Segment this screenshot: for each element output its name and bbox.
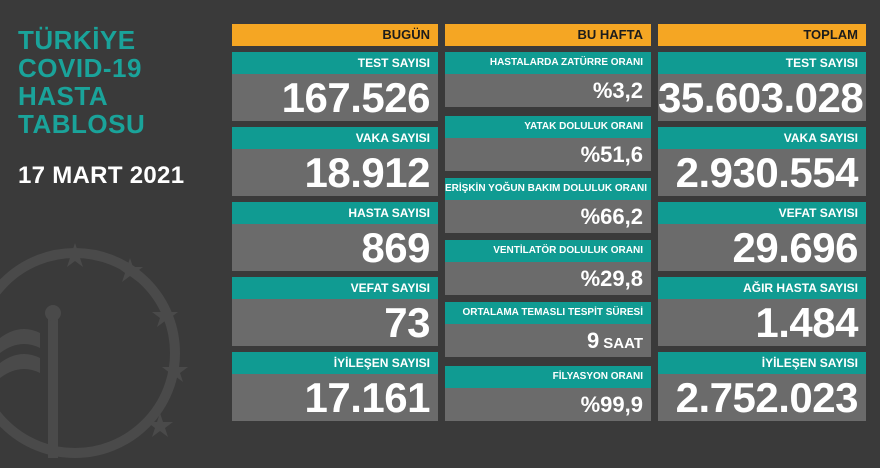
title-line-4: TABLOSU bbox=[18, 109, 146, 139]
today-recovered-value: 17.161 bbox=[232, 374, 438, 421]
week-pneumonia-value: %3,2 bbox=[445, 74, 651, 107]
total-recovered-card: İYİLEŞEN SAYISI 2.752.023 bbox=[658, 352, 866, 421]
week-ventilator-value: %29,8 bbox=[445, 262, 651, 295]
total-severe-card: AĞIR HASTA SAYISI 1.484 bbox=[658, 277, 866, 346]
total-case-label: VAKA SAYISI bbox=[658, 127, 866, 149]
week-bed-label: YATAK DOLULUK ORANI bbox=[445, 116, 651, 138]
today-patient-card: HASTA SAYISI 869 bbox=[232, 202, 438, 271]
today-case-value: 18.912 bbox=[232, 149, 438, 196]
ministry-of-health-emblem-icon bbox=[0, 243, 188, 458]
title-line-3: HASTA bbox=[18, 81, 109, 111]
week-contact-unit: SAAT bbox=[603, 335, 643, 352]
total-death-value: 29.696 bbox=[658, 224, 866, 271]
week-bed-card: YATAK DOLULUK ORANI %51,6 bbox=[445, 116, 651, 171]
week-contact-label: ORTALAMA TEMASLI TESPİT SÜRESİ bbox=[445, 302, 651, 324]
week-bed-number: %51,6 bbox=[580, 142, 643, 167]
week-pneumonia-label: HASTALARDA ZATÜRRE ORANI bbox=[445, 52, 651, 74]
total-case-card: VAKA SAYISI 2.930.554 bbox=[658, 127, 866, 196]
today-death-value: 73 bbox=[232, 299, 438, 346]
total-test-label: TEST SAYISI bbox=[658, 52, 866, 74]
total-death-label: VEFAT SAYISI bbox=[658, 202, 866, 224]
today-recovered-label: İYİLEŞEN SAYISI bbox=[232, 352, 438, 374]
today-recovered-card: İYİLEŞEN SAYISI 17.161 bbox=[232, 352, 438, 421]
week-icu-card: ERİŞKİN YOĞUN BAKIM DOLULUK ORANI %66,2 bbox=[445, 178, 651, 233]
week-icu-label: ERİŞKİN YOĞUN BAKIM DOLULUK ORANI bbox=[445, 178, 651, 200]
week-pneumonia-number: %3,2 bbox=[592, 78, 643, 103]
today-case-card: VAKA SAYISI 18.912 bbox=[232, 127, 438, 196]
total-recovered-label: İYİLEŞEN SAYISI bbox=[658, 352, 866, 374]
week-ventilator-number: %29,8 bbox=[580, 266, 643, 291]
page-title: TÜRKİYE COVID-19 HASTA TABLOSU bbox=[18, 26, 145, 138]
title-line-1: TÜRKİYE bbox=[18, 25, 136, 55]
week-filiation-value: %99,9 bbox=[445, 388, 651, 421]
today-case-label: VAKA SAYISI bbox=[232, 127, 438, 149]
week-filiation-label: FİLYASYON ORANI bbox=[445, 366, 651, 388]
total-header: TOPLAM bbox=[658, 24, 866, 46]
week-icu-value: %66,2 bbox=[445, 200, 651, 233]
title-line-2: COVID-19 bbox=[18, 53, 142, 83]
today-patient-label: HASTA SAYISI bbox=[232, 202, 438, 224]
week-ventilator-card: VENTİLATÖR DOLULUK ORANI %29,8 bbox=[445, 240, 651, 295]
today-test-card: TEST SAYISI 167.526 bbox=[232, 52, 438, 121]
week-filiation-number: %99,9 bbox=[580, 392, 643, 417]
report-date: 17 MART 2021 bbox=[18, 162, 185, 189]
total-severe-value: 1.484 bbox=[658, 299, 866, 346]
today-death-card: VEFAT SAYISI 73 bbox=[232, 277, 438, 346]
week-pneumonia-card: HASTALARDA ZATÜRRE ORANI %3,2 bbox=[445, 52, 651, 107]
week-header: BU HAFTA bbox=[445, 24, 651, 46]
total-test-card: TEST SAYISI 35.603.028 bbox=[658, 52, 866, 121]
week-contact-number: 9 bbox=[587, 328, 600, 353]
total-severe-label: AĞIR HASTA SAYISI bbox=[658, 277, 866, 299]
today-death-label: VEFAT SAYISI bbox=[232, 277, 438, 299]
week-contact-card: ORTALAMA TEMASLI TESPİT SÜRESİ 9 SAAT bbox=[445, 302, 651, 357]
today-test-label: TEST SAYISI bbox=[232, 52, 438, 74]
today-patient-value: 869 bbox=[232, 224, 438, 271]
today-test-value: 167.526 bbox=[232, 74, 438, 121]
today-header: BUGÜN bbox=[232, 24, 438, 46]
week-contact-value: 9 SAAT bbox=[445, 324, 651, 357]
total-recovered-value: 2.752.023 bbox=[658, 374, 866, 421]
today-column: BUGÜN bbox=[232, 24, 438, 46]
week-column: BU HAFTA bbox=[445, 24, 651, 46]
week-icu-number: %66,2 bbox=[580, 204, 643, 229]
total-case-value: 2.930.554 bbox=[658, 149, 866, 196]
total-column: TOPLAM bbox=[658, 24, 866, 46]
week-filiation-card: FİLYASYON ORANI %99,9 bbox=[445, 366, 651, 421]
total-death-card: VEFAT SAYISI 29.696 bbox=[658, 202, 866, 271]
week-ventilator-label: VENTİLATÖR DOLULUK ORANI bbox=[445, 240, 651, 262]
week-bed-value: %51,6 bbox=[445, 138, 651, 171]
total-test-value: 35.603.028 bbox=[658, 74, 866, 121]
